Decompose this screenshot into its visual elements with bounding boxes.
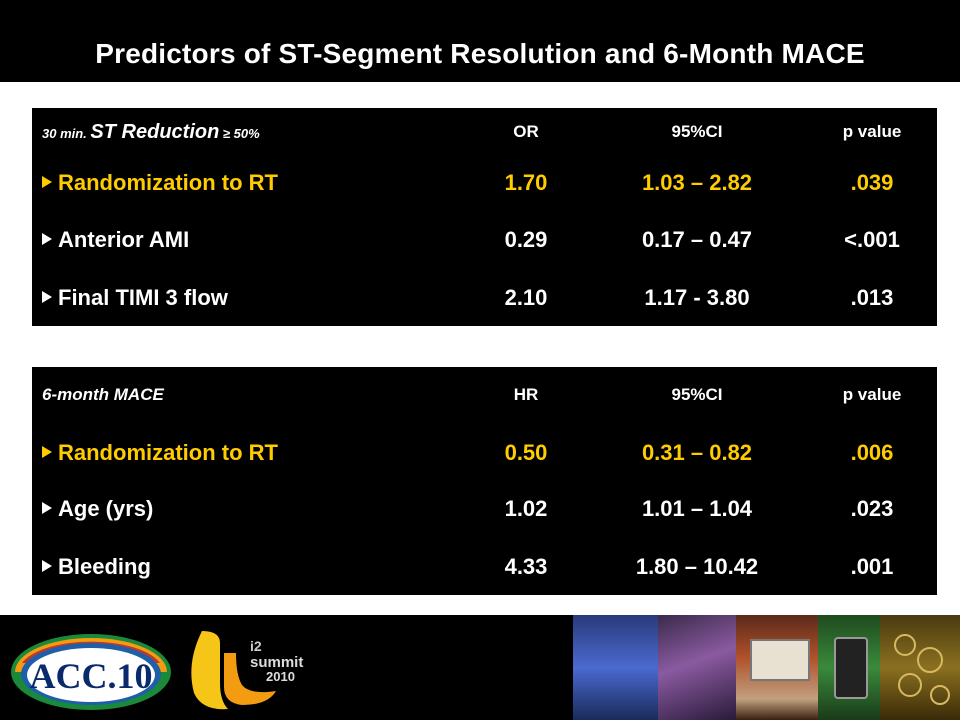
table-row: Age (yrs) 1.02 1.01 – 1.04 .023 [32,489,937,529]
molecule-image [880,615,960,720]
header-label: 6-month MACE [42,385,164,404]
row-label: Final TIMI 3 flow [42,278,228,318]
table-row: Final TIMI 3 flow 2.10 1.17 - 3.80 .013 [32,278,937,318]
row-value: 1.70 [504,170,548,195]
row-p: .001 [850,554,894,579]
row-ci: 0.31 – 0.82 [641,440,753,465]
header-p: p value [842,385,902,404]
year-text: 2010 [266,669,295,684]
i2-text: i2 [250,638,262,654]
row-value: 0.50 [504,440,548,465]
row-label: Age (yrs) [42,489,153,529]
row-label: Randomization to RT [42,433,278,473]
mace-table: 6-month MACE HR 95%CI p value Randomizat… [32,367,937,595]
row-ci: 1.17 - 3.80 [644,285,750,310]
row-label-text: Final TIMI 3 flow [58,285,228,310]
acc-logo: ACC.10 [11,634,171,710]
header-hr: HR [513,385,539,404]
arrow-bullet-icon [42,502,52,515]
arrow-bullet-icon [42,560,52,573]
table-row: Anterior AMI 0.29 0.17 – 0.47 <.001 [32,220,937,260]
molecule-icon [894,634,950,705]
header-or: OR [513,122,539,141]
title-bar: Predictors of ST-Segment Resolution and … [0,0,960,82]
header-ci: 95%CI [671,385,723,404]
i2-summit-logo: i2 summit 2010 [191,631,303,710]
row-label-text: Anterior AMI [58,227,190,252]
header-main: ST Reduction [90,121,220,143]
laptop-image [736,615,818,720]
summit-text: summit [250,654,303,671]
arrow-bullet-icon [42,446,52,459]
row-ci: 0.17 – 0.47 [641,227,753,252]
row-value: 1.02 [504,496,548,521]
smartphone-image [818,615,880,720]
anatomy-image [573,615,658,720]
row-label-text: Age (yrs) [58,496,154,521]
row-p: .006 [850,440,894,465]
row-label: Randomization to RT [42,163,278,203]
row-label-text: Randomization to RT [58,170,278,195]
row-value: 0.29 [504,227,548,252]
row-p: .039 [850,170,894,195]
row-value: 4.33 [504,554,548,579]
row-label-text: Randomization to RT [58,440,278,465]
row-p: <.001 [844,227,900,252]
header-suffix: ≥ 50% [219,126,260,141]
table-header: 6-month MACE HR 95%CI p value [32,375,937,415]
row-ci: 1.80 – 10.42 [635,554,759,579]
phone-icon [834,637,868,699]
arrow-bullet-icon [42,176,52,189]
laptop-screen-icon [750,639,810,681]
slide-title: Predictors of ST-Segment Resolution and … [95,38,865,69]
header-label: 30 min. ST Reduction ≥ 50% [42,112,260,154]
table-header: 30 min. ST Reduction ≥ 50% OR 95%CI p va… [32,112,937,152]
row-ci: 1.01 – 1.04 [641,496,753,521]
header-prefix: 30 min. [42,126,91,141]
row-value: 2.10 [504,285,548,310]
table-row: Bleeding 4.33 1.80 – 10.42 .001 [32,547,937,587]
row-label: Anterior AMI [42,220,189,260]
header-ci: 95%CI [671,122,723,141]
row-ci: 1.03 – 2.82 [641,170,753,195]
arrow-bullet-icon [42,233,52,246]
st-reduction-table: 30 min. ST Reduction ≥ 50% OR 95%CI p va… [32,108,937,326]
row-label-text: Bleeding [58,554,151,579]
arrow-bullet-icon [42,291,52,304]
acc-logo-text: ACC.10 [30,656,153,696]
row-label: Bleeding [42,547,151,587]
robotic-arm-image [658,615,736,720]
footer-banner: ACC.10 i2 summit 2010 [0,615,960,720]
table-row: Randomization to RT 0.50 0.31 – 0.82 .00… [32,433,937,473]
table-row: Randomization to RT 1.70 1.03 – 2.82 .03… [32,163,937,203]
header-p: p value [842,122,902,141]
row-p: .013 [850,285,894,310]
row-p: .023 [850,496,894,521]
